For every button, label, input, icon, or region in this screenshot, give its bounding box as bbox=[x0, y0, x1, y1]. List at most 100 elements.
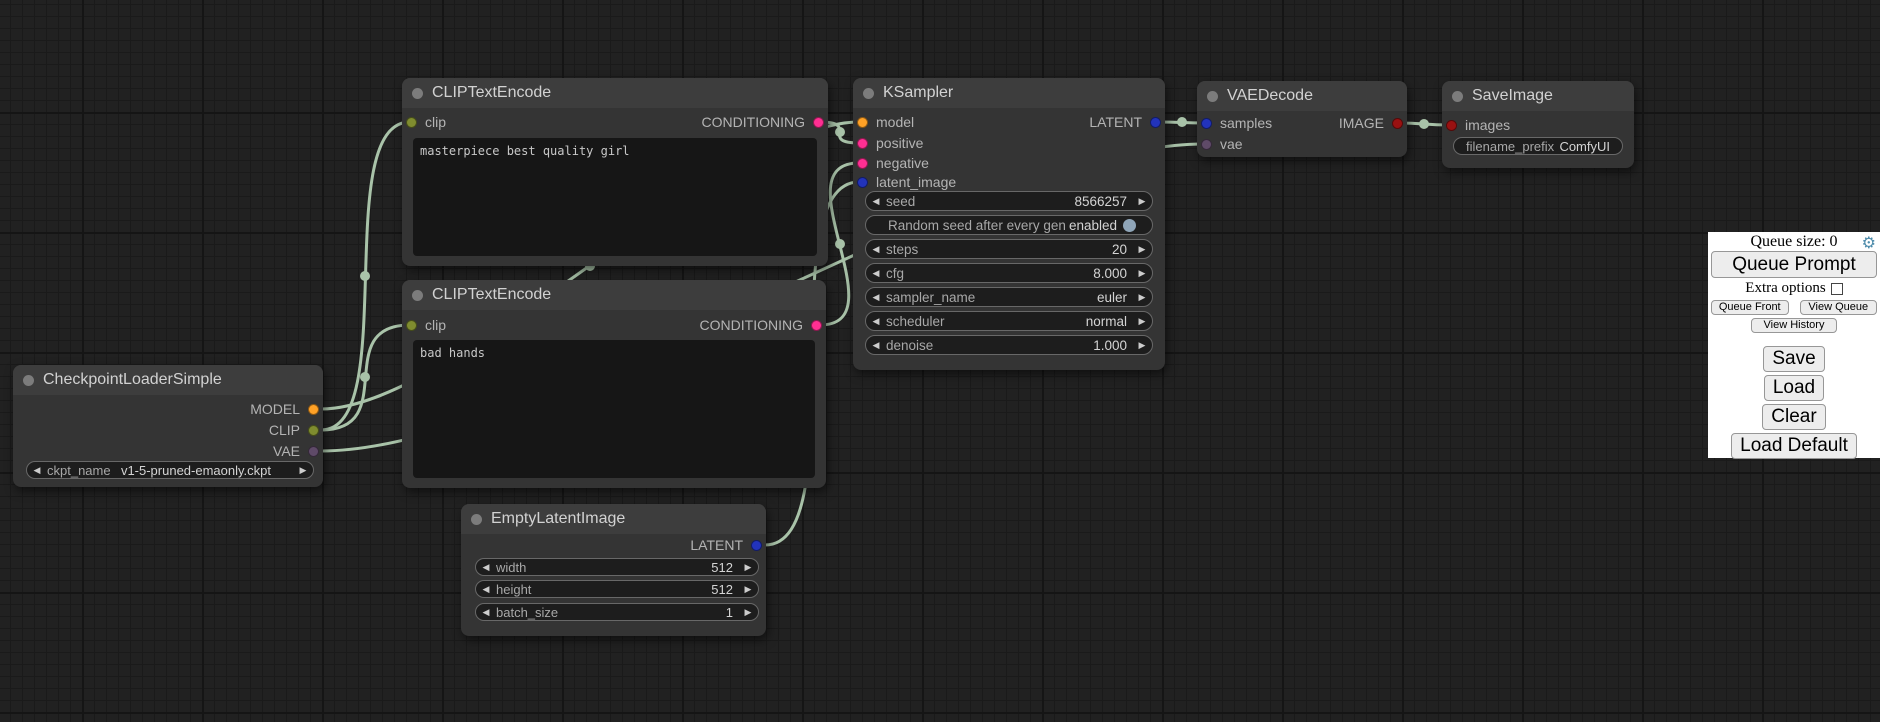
output-port-conditioning[interactable] bbox=[813, 116, 824, 128]
widget-sampler-name[interactable]: ◀ sampler_name euler ▶ bbox=[865, 287, 1153, 307]
input-port-clip[interactable] bbox=[406, 319, 417, 331]
output-port-conditioning[interactable] bbox=[811, 319, 822, 331]
input-port-clip[interactable] bbox=[406, 116, 417, 128]
output-port-latent[interactable] bbox=[751, 539, 762, 551]
widget-value: 8566257 bbox=[1074, 193, 1127, 209]
node-collapse-dot[interactable] bbox=[23, 374, 34, 386]
decrement-arrow-icon[interactable]: ◀ bbox=[872, 291, 880, 302]
node-save-image[interactable]: SaveImage images filename_prefix ComfyUI bbox=[1442, 81, 1634, 168]
widget-height[interactable]: ◀ height 512 ▶ bbox=[475, 580, 759, 598]
output-port-image[interactable] bbox=[1392, 117, 1403, 129]
widget-label: steps bbox=[886, 241, 919, 257]
increment-arrow-icon[interactable]: ▶ bbox=[1138, 267, 1146, 278]
decrement-arrow-icon[interactable]: ◀ bbox=[33, 464, 41, 475]
increment-arrow-icon[interactable]: ▶ bbox=[1138, 195, 1146, 206]
widget-scheduler[interactable]: ◀ scheduler normal ▶ bbox=[865, 311, 1153, 331]
widget-seed[interactable]: ◀ seed 8566257 ▶ bbox=[865, 191, 1153, 211]
input-label: samples bbox=[1220, 115, 1273, 131]
input-row-samples: samples bbox=[1197, 115, 1272, 131]
node-title-bar[interactable]: SaveImage bbox=[1442, 81, 1634, 111]
input-port-vae[interactable] bbox=[1201, 138, 1212, 150]
output-row-clip: CLIP bbox=[269, 422, 323, 438]
output-port-latent[interactable] bbox=[1150, 116, 1161, 128]
clear-button[interactable]: Clear bbox=[1762, 404, 1826, 430]
node-title-bar[interactable]: KSampler bbox=[853, 78, 1165, 108]
decrement-arrow-icon[interactable]: ◀ bbox=[872, 315, 880, 326]
decrement-arrow-icon[interactable]: ◀ bbox=[482, 606, 490, 617]
node-empty-latent-image[interactable]: EmptyLatentImage LATENT ◀ width 512 ▶ ◀ … bbox=[461, 504, 766, 636]
toggle-dot[interactable] bbox=[1123, 218, 1136, 232]
widget-ckpt-name[interactable]: ◀ ckpt_name v1-5-pruned-emaonly.ckpt ▶ bbox=[26, 461, 314, 479]
prompt-textarea[interactable]: bad hands bbox=[413, 340, 815, 478]
increment-arrow-icon[interactable]: ▶ bbox=[744, 606, 752, 617]
node-clip-text-encode-negative[interactable]: CLIPTextEncode clip CONDITIONING bad han… bbox=[402, 280, 826, 488]
input-port-positive[interactable] bbox=[857, 137, 868, 149]
node-title-bar[interactable]: EmptyLatentImage bbox=[461, 504, 766, 534]
output-port-vae[interactable] bbox=[308, 445, 319, 457]
output-port-model[interactable] bbox=[308, 403, 319, 415]
widget-label: batch_size bbox=[496, 604, 559, 620]
input-port-images[interactable] bbox=[1446, 119, 1457, 131]
increment-arrow-icon[interactable]: ▶ bbox=[1138, 291, 1146, 302]
node-vae-decode[interactable]: VAEDecode samples IMAGE vae bbox=[1197, 81, 1407, 157]
widget-label: cfg bbox=[886, 265, 905, 281]
decrement-arrow-icon[interactable]: ◀ bbox=[872, 195, 880, 206]
widget-random-seed-toggle[interactable]: Random seed after every gen enabled bbox=[865, 215, 1153, 235]
widget-label: width bbox=[496, 559, 527, 575]
increment-arrow-icon[interactable]: ▶ bbox=[744, 561, 752, 572]
view-history-button[interactable]: View History bbox=[1751, 318, 1837, 333]
decrement-arrow-icon[interactable]: ◀ bbox=[872, 267, 880, 278]
input-port-latent-image[interactable] bbox=[857, 176, 868, 188]
node-title-bar[interactable]: VAEDecode bbox=[1197, 81, 1407, 111]
input-port-model[interactable] bbox=[857, 116, 868, 128]
node-title-bar[interactable]: CLIPTextEncode bbox=[402, 78, 828, 108]
decrement-arrow-icon[interactable]: ◀ bbox=[872, 339, 880, 350]
input-row-model: model bbox=[853, 114, 914, 130]
node-collapse-dot[interactable] bbox=[471, 513, 482, 525]
increment-arrow-icon[interactable]: ▶ bbox=[1138, 339, 1146, 350]
settings-gear-icon[interactable]: ⚙ bbox=[1861, 233, 1876, 252]
input-port-samples[interactable] bbox=[1201, 117, 1212, 129]
increment-arrow-icon[interactable]: ▶ bbox=[1138, 243, 1146, 254]
widget-filename-prefix[interactable]: filename_prefix ComfyUI bbox=[1453, 137, 1623, 155]
widget-value: ComfyUI bbox=[1559, 138, 1610, 154]
widget-denoise[interactable]: ◀ denoise 1.000 ▶ bbox=[865, 335, 1153, 355]
node-title-bar[interactable]: CLIPTextEncode bbox=[402, 280, 826, 310]
node-collapse-dot[interactable] bbox=[412, 87, 423, 99]
extra-options-checkbox[interactable] bbox=[1830, 282, 1843, 295]
input-row-clip: clip bbox=[402, 114, 446, 130]
node-collapse-dot[interactable] bbox=[412, 289, 423, 301]
node-collapse-dot[interactable] bbox=[1452, 90, 1463, 102]
input-row-images: images bbox=[1442, 117, 1510, 133]
prompt-textarea[interactable]: masterpiece best quality girl bbox=[413, 138, 817, 256]
input-label: model bbox=[876, 114, 915, 130]
node-checkpoint-loader-simple[interactable]: CheckpointLoaderSimple MODEL CLIP VAE ◀ … bbox=[13, 365, 323, 487]
output-label: IMAGE bbox=[1338, 115, 1384, 131]
output-port-clip[interactable] bbox=[308, 424, 319, 436]
view-queue-button[interactable]: View Queue bbox=[1799, 300, 1877, 315]
widget-cfg[interactable]: ◀ cfg 8.000 ▶ bbox=[865, 263, 1153, 283]
decrement-arrow-icon[interactable]: ◀ bbox=[482, 561, 490, 572]
node-title-bar[interactable]: CheckpointLoaderSimple bbox=[13, 365, 323, 395]
increment-arrow-icon[interactable]: ▶ bbox=[299, 464, 307, 475]
queue-front-button[interactable]: Queue Front bbox=[1711, 300, 1789, 315]
save-button[interactable]: Save bbox=[1763, 346, 1825, 372]
widget-batch-size[interactable]: ◀ batch_size 1 ▶ bbox=[475, 603, 759, 621]
input-port-negative[interactable] bbox=[857, 157, 868, 169]
increment-arrow-icon[interactable]: ▶ bbox=[1138, 315, 1146, 326]
node-clip-text-encode-positive[interactable]: CLIPTextEncode clip CONDITIONING masterp… bbox=[402, 78, 828, 266]
output-row-image: IMAGE bbox=[1339, 115, 1407, 131]
decrement-arrow-icon[interactable]: ◀ bbox=[482, 583, 490, 594]
node-ksampler[interactable]: KSampler model LATENT positive negative … bbox=[853, 78, 1165, 370]
load-button[interactable]: Load bbox=[1763, 375, 1825, 401]
widget-steps[interactable]: ◀ steps 20 ▶ bbox=[865, 239, 1153, 259]
queue-prompt-button[interactable]: Queue Prompt bbox=[1711, 251, 1877, 278]
node-collapse-dot[interactable] bbox=[1207, 90, 1218, 102]
load-default-button[interactable]: Load Default bbox=[1731, 433, 1857, 459]
widget-width[interactable]: ◀ width 512 ▶ bbox=[475, 558, 759, 576]
decrement-arrow-icon[interactable]: ◀ bbox=[872, 243, 880, 254]
node-collapse-dot[interactable] bbox=[863, 87, 874, 99]
increment-arrow-icon[interactable]: ▶ bbox=[744, 583, 752, 594]
node-title: KSampler bbox=[883, 84, 954, 101]
